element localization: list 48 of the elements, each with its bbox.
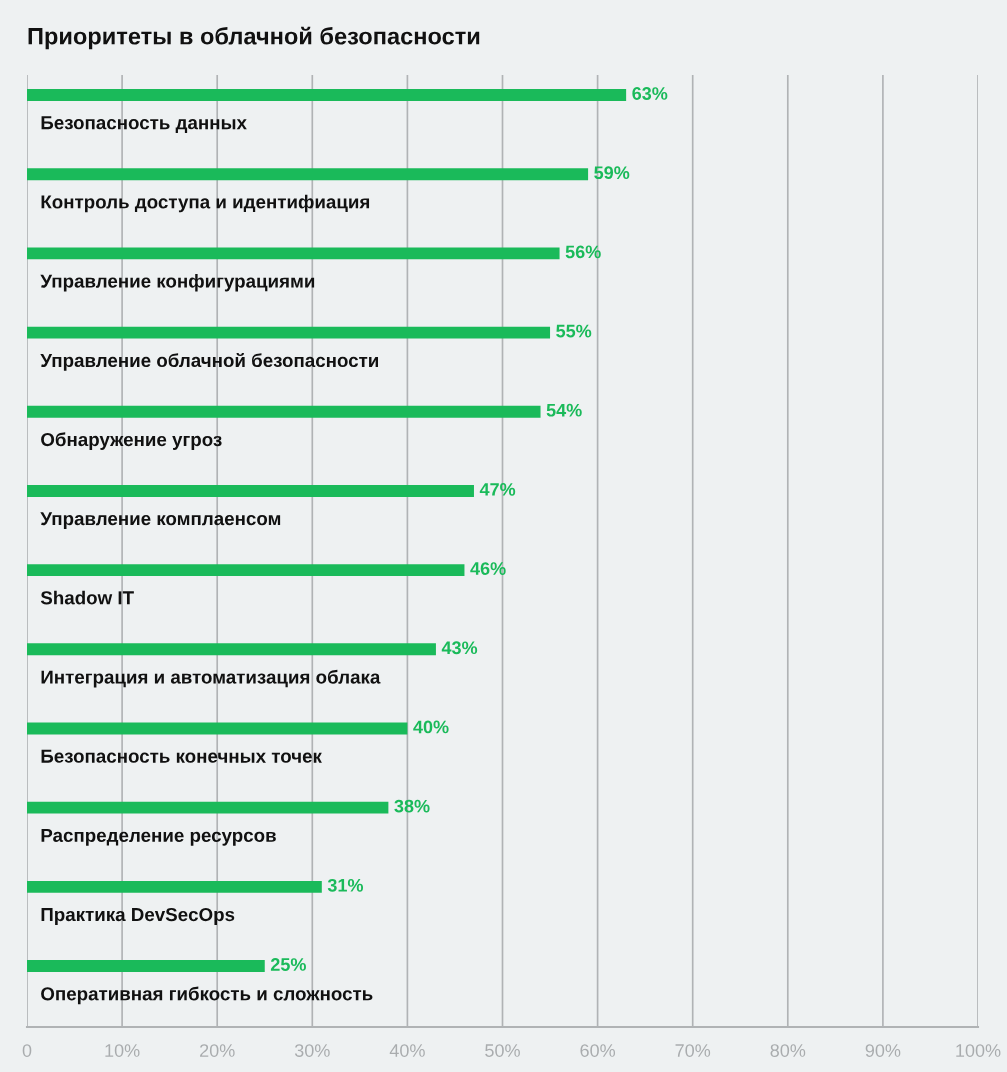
- x-tick-label: 50%: [485, 1044, 520, 1057]
- data-label: 59%: [594, 166, 630, 180]
- bar: [27, 564, 465, 577]
- bar: [27, 722, 408, 735]
- y-tick-label: Интеграция и автоматизация облака: [41, 669, 381, 688]
- x-tick-label: 60%: [580, 1044, 616, 1057]
- y-tick-label: Практика DevSecOps: [41, 907, 235, 925]
- data-label: 47%: [479, 483, 516, 496]
- data-label: 63%: [632, 87, 668, 100]
- y-tick-label: Распределение ресурсов: [41, 828, 276, 846]
- y-tick-label: Управление конфигурациями: [40, 273, 315, 292]
- data-label: 38%: [394, 799, 430, 813]
- y-tick-label: Shadow IT: [40, 590, 134, 605]
- bar: [27, 247, 560, 260]
- data-label: 40%: [413, 720, 449, 734]
- x-tick-label: 0: [22, 1044, 32, 1057]
- y-tick-label: Обнаружение угроз: [41, 432, 222, 450]
- bar: [27, 880, 322, 893]
- data-label: 56%: [565, 245, 601, 259]
- y-tick-label: Контроль доступа и идентифиация: [41, 194, 370, 213]
- y-tick-label: Управление облачной безопасности: [40, 352, 379, 371]
- bar: [27, 485, 474, 497]
- y-tick-label: Управление комплаенсом: [40, 512, 281, 529]
- data-label: 46%: [470, 562, 506, 575]
- y-tick-label: Оперативная гибкость и сложность: [41, 986, 373, 1005]
- x-tick-label: 40%: [389, 1044, 425, 1057]
- x-tick-label: 90%: [865, 1044, 901, 1057]
- x-tick-label: 20%: [200, 1044, 235, 1057]
- data-label: 25%: [270, 958, 306, 971]
- y-tick-label: Безопасность конечных точек: [41, 749, 322, 763]
- x-tick-label: 100%: [956, 1044, 1001, 1057]
- bar: [27, 168, 589, 181]
- data-label: 43%: [441, 641, 478, 655]
- y-tick-label: Безопасность данных: [41, 116, 247, 133]
- data-label: 31%: [327, 878, 364, 892]
- x-tick-label: 10%: [105, 1044, 140, 1057]
- data-label: 54%: [546, 403, 582, 417]
- bar: [27, 801, 389, 814]
- bar: [27, 326, 551, 339]
- chart-title: Приоритеты в облачной безопасности: [28, 26, 480, 50]
- bar: [27, 89, 627, 101]
- bar: [27, 643, 436, 656]
- bar: [27, 960, 265, 972]
- bar: [27, 405, 541, 418]
- x-tick-label: 70%: [675, 1044, 711, 1057]
- x-tick-label: 80%: [770, 1044, 806, 1057]
- x-tick-label: 30%: [294, 1044, 330, 1057]
- data-label: 55%: [556, 324, 592, 338]
